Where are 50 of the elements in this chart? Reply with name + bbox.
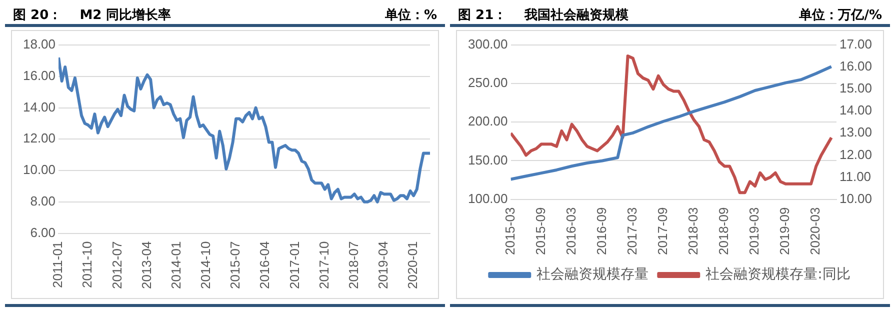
- x-tick-label: 2018-09: [716, 207, 732, 256]
- legend-label: 社会融资规模存量: [536, 266, 649, 283]
- y2-tick-label: 12.00: [839, 146, 872, 162]
- y-tick-label: 12.00: [22, 130, 56, 146]
- y-tick-label: 16.00: [22, 68, 56, 83]
- x-tick-label: 2015-09: [532, 207, 548, 256]
- x-tick-label: 2017-03: [624, 207, 640, 256]
- x-tick-label: 2016-04: [257, 241, 272, 290]
- y-tick-label: 300.00: [468, 36, 508, 52]
- y-tick-label: 6.00: [30, 224, 56, 240]
- x-tick-label: 2017-09: [655, 207, 670, 256]
- x-tick-label: 2020-03: [808, 207, 823, 256]
- x-tick-label: 2013-04: [138, 241, 154, 290]
- x-tick-label: 2018-03: [686, 207, 701, 256]
- chart-title: 图 20： M2 同比增长率: [13, 6, 172, 24]
- y2-tick-label: 14.00: [839, 102, 872, 118]
- x-tick-label: 2017-10: [316, 241, 332, 290]
- x-tick-label: 2012-07: [109, 241, 124, 290]
- x-tick-label: 2015-07: [228, 241, 243, 290]
- x-tick-label: 2011-01: [50, 241, 66, 288]
- x-tick-label: 2014-10: [198, 241, 214, 290]
- x-tick-label: 2011-10: [80, 241, 95, 288]
- y2-tick-label: 13.00: [839, 124, 872, 140]
- y-tick-label: 200.00: [468, 114, 508, 129]
- chart-title: 图 21： 我国社会融资规模: [458, 7, 629, 24]
- x-tick-label: 2020-01: [405, 241, 420, 290]
- y2-tick-label: 15.00: [839, 80, 872, 96]
- y-tick-label: 250.00: [468, 75, 508, 90]
- y2-tick-label: 10.00: [839, 190, 872, 206]
- legend-label: 社会融资规模存量:同比: [706, 266, 850, 283]
- y-tick-label: 18.00: [22, 36, 56, 52]
- x-tick-label: 2016-03: [563, 207, 578, 256]
- x-tick-label: 2019-04: [376, 241, 391, 290]
- y2-tick-label: 16.00: [839, 58, 872, 74]
- x-tick-label: 2019-09: [777, 207, 792, 256]
- y-tick-label: 8.00: [30, 193, 56, 208]
- y-tick-label: 100.00: [468, 190, 508, 206]
- chart-subtitle: 单位：万亿/%: [799, 7, 882, 24]
- y2-tick-label: 11.00: [839, 168, 872, 184]
- x-tick-label: 2016-09: [594, 207, 609, 256]
- x-tick-label: 2017-01: [286, 241, 302, 290]
- x-tick-label: 2019-03: [746, 207, 762, 256]
- y-tick-label: 10.00: [22, 162, 56, 178]
- y-tick-label: 150.00: [468, 152, 508, 168]
- y2-tick-label: 17.00: [839, 36, 872, 52]
- chart-subtitle: 单位：%: [384, 7, 437, 24]
- x-tick-label: 2014-01: [168, 241, 184, 290]
- x-tick-label: 2015-03: [502, 207, 518, 256]
- y-tick-label: 14.00: [22, 99, 56, 114]
- x-tick-label: 2018-07: [346, 241, 361, 290]
